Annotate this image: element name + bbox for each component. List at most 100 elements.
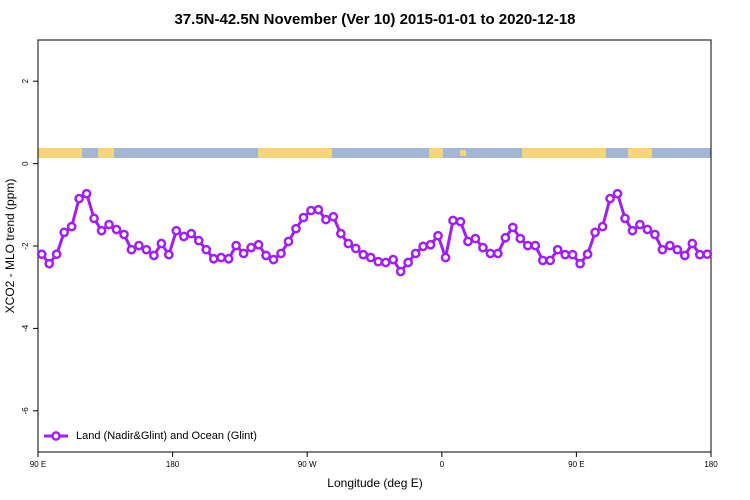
y-tick-label: 0 [21, 161, 30, 166]
data-point [104, 219, 114, 230]
data-point [186, 228, 197, 239]
data-point [111, 224, 122, 235]
data-point [575, 258, 585, 269]
data-point [246, 242, 256, 253]
land-band [429, 148, 443, 158]
data-point [448, 215, 458, 226]
x-tick-label: 90 E [568, 460, 584, 469]
data-point [627, 225, 638, 236]
data-point [388, 254, 399, 265]
data-point [605, 193, 615, 204]
data-point [193, 235, 204, 246]
y-tick-label: -4 [21, 324, 30, 332]
data-point [485, 248, 496, 259]
data-point [51, 249, 62, 260]
data-point [403, 257, 413, 268]
x-axis-label: Longitude (deg E) [327, 476, 422, 490]
data-point [59, 227, 70, 238]
data-point [560, 249, 571, 260]
data-point [365, 252, 376, 263]
data-point [268, 254, 279, 265]
data-point [223, 253, 234, 264]
legend-marker [51, 431, 61, 441]
x-tick-label: 90 E [30, 460, 46, 469]
land-band [628, 148, 652, 158]
data-point [134, 240, 144, 251]
x-tick-label: 90 W [298, 460, 317, 469]
x-tick-label: 0 [440, 460, 445, 469]
land-ocean-strip [38, 148, 711, 158]
land-band [98, 148, 114, 158]
data-point [238, 248, 249, 259]
data-point [515, 233, 526, 244]
data-point [141, 244, 152, 255]
legend-label: Land (Nadir&Glint) and Ocean (Glint) [76, 430, 257, 442]
data-point [298, 212, 309, 223]
data-point [537, 255, 548, 266]
data-point [321, 214, 331, 225]
data-point [208, 253, 219, 264]
data-point [253, 239, 264, 250]
data-point [440, 252, 451, 263]
data-point [44, 258, 55, 269]
data-point [380, 257, 391, 268]
data-point [522, 240, 533, 251]
data-point [164, 249, 174, 260]
land-band [522, 148, 606, 158]
data-point [306, 205, 316, 216]
data-point [642, 224, 653, 235]
data-point [96, 225, 107, 236]
data-point [620, 213, 630, 224]
data-point [455, 216, 466, 227]
data-point [149, 250, 159, 261]
data-point [635, 219, 645, 230]
data-point [291, 223, 301, 234]
data-point [395, 266, 406, 277]
data-point [552, 244, 563, 255]
data-point [545, 255, 556, 266]
data-point [672, 244, 683, 255]
data-point [119, 229, 129, 240]
data-point [612, 188, 623, 199]
data-point [313, 204, 324, 215]
data-point [283, 236, 294, 247]
data-point [216, 252, 227, 263]
chart-title: 37.5N-42.5N November (Ver 10) 2015-01-01… [174, 11, 575, 28]
data-point [126, 244, 137, 255]
y-tick-label: -2 [21, 242, 30, 250]
ocean-band [38, 148, 711, 158]
data-point [500, 232, 511, 243]
data-point [410, 248, 421, 259]
y-axis-label: XCO2 - MLO trend (ppm) [3, 179, 17, 314]
y-tick-label: 2 [21, 78, 30, 83]
data-point [433, 230, 443, 241]
data-point [650, 229, 660, 240]
data-point [679, 250, 690, 261]
data-point [530, 240, 541, 251]
data-point [36, 249, 47, 260]
data-point [507, 222, 518, 233]
data-point [702, 249, 713, 260]
data-point [590, 227, 600, 238]
data-point [261, 250, 271, 261]
data-point [567, 249, 578, 260]
data-point [336, 228, 346, 239]
x-tick-label: 180 [704, 460, 718, 469]
data-point [463, 236, 473, 247]
data-point [343, 238, 354, 249]
y-tick-label: -6 [21, 407, 30, 415]
data-point [328, 211, 339, 222]
data-point [418, 241, 428, 252]
data-point [66, 221, 77, 232]
data-point [201, 244, 212, 255]
data-point [478, 242, 488, 253]
data-point [74, 193, 84, 204]
data-point [81, 188, 92, 199]
data-point [231, 240, 242, 251]
data-point [276, 248, 286, 259]
data-point [470, 233, 481, 244]
land-band [38, 148, 82, 158]
data-point [373, 256, 384, 267]
data-point [350, 243, 361, 254]
